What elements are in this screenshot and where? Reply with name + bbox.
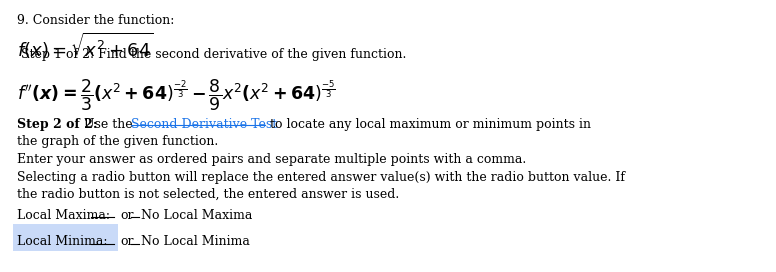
Text: to locate any local maximum or minimum points in: to locate any local maximum or minimum p… [266,118,591,131]
Text: Selecting a radio button will replace the entered answer value(s) with the radio: Selecting a radio button will replace th… [17,171,625,184]
Text: Second Derivative Test: Second Derivative Test [131,118,277,131]
Text: No Local Minima: No Local Minima [141,235,250,248]
Text: Local Maxima:: Local Maxima: [17,209,110,221]
Text: $\boldsymbol{f''(x) = \dfrac{2}{3}(x^2+64)^{\frac{-2}{3}} - \dfrac{8}{9}x^2(x^2+: $\boldsymbol{f''(x) = \dfrac{2}{3}(x^2+6… [17,77,336,113]
FancyBboxPatch shape [13,224,118,251]
Text: the radio button is not selected, the entered answer is used.: the radio button is not selected, the en… [17,188,399,201]
Text: No Local Maxima: No Local Maxima [141,209,252,221]
Text: 9. Consider the function:: 9. Consider the function: [17,14,175,27]
Text: Enter your answer as ordered pairs and separate multiple points with a comma.: Enter your answer as ordered pairs and s… [17,153,526,166]
Text: or: or [120,235,133,248]
Text: $\mathit{f}(x) = \sqrt{x^2 + 64}$: $\mathit{f}(x) = \sqrt{x^2 + 64}$ [17,31,154,61]
Text: the graph of the given function.: the graph of the given function. [17,135,218,149]
Text: or: or [120,209,133,221]
Text: Use the: Use the [80,118,137,131]
Text: Step 2 of 2:: Step 2 of 2: [17,118,97,131]
Text: Step 1 of 2: Find the second derivative of the given function.: Step 1 of 2: Find the second derivative … [17,48,407,60]
Text: Local Minima:: Local Minima: [17,235,107,248]
